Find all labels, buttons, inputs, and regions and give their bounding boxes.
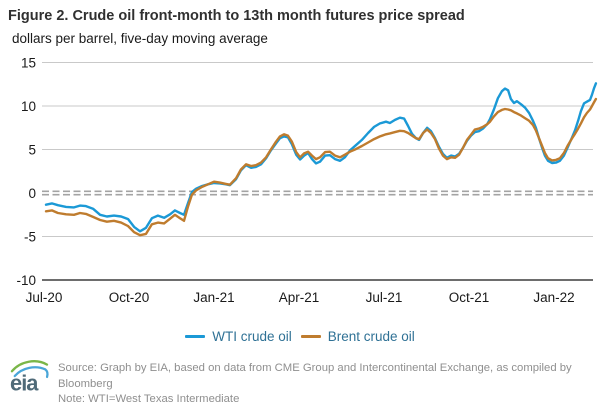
legend-item-wti: WTI crude oil (185, 329, 292, 344)
brent-line-swatch (300, 334, 321, 339)
svg-text:15: 15 (21, 55, 36, 70)
wti-legend-label: WTI crude oil (212, 329, 292, 344)
svg-text:-5: -5 (24, 229, 36, 244)
eia-logo-blue-arc (13, 366, 49, 379)
source-text: Source: Graph by EIA, based on data from… (58, 362, 572, 390)
svg-text:Jul-21: Jul-21 (366, 290, 403, 305)
wti-line-swatch (185, 334, 206, 339)
eia-logo: eia (10, 360, 49, 395)
chart-units-subtitle: dollars per barrel, five-day moving aver… (12, 31, 268, 46)
svg-text:Apr-21: Apr-21 (279, 290, 320, 305)
legend-item-brent: Brent crude oil (300, 329, 415, 344)
svg-text:-10: -10 (16, 273, 36, 288)
svg-text:Jul-20: Jul-20 (26, 290, 63, 305)
eia-logo-green-arc (10, 360, 49, 373)
svg-text:Oct-21: Oct-21 (449, 290, 490, 305)
svg-text:10: 10 (21, 99, 36, 114)
svg-text:Jan-21: Jan-21 (193, 290, 234, 305)
footer-text-block: Source: Graph by EIA, based on data from… (58, 361, 600, 408)
chart-legend: WTI crude oil Brent crude oil (0, 329, 600, 344)
svg-text:Oct-20: Oct-20 (109, 290, 150, 305)
svg-text:0: 0 (28, 186, 36, 201)
svg-text:5: 5 (28, 142, 36, 157)
svg-text:eia: eia (10, 370, 39, 395)
brent-legend-label: Brent crude oil (327, 329, 415, 344)
page-title: Figure 2. Crude oil front-month to 13th … (8, 8, 465, 24)
svg-text:Jan-22: Jan-22 (533, 290, 574, 305)
